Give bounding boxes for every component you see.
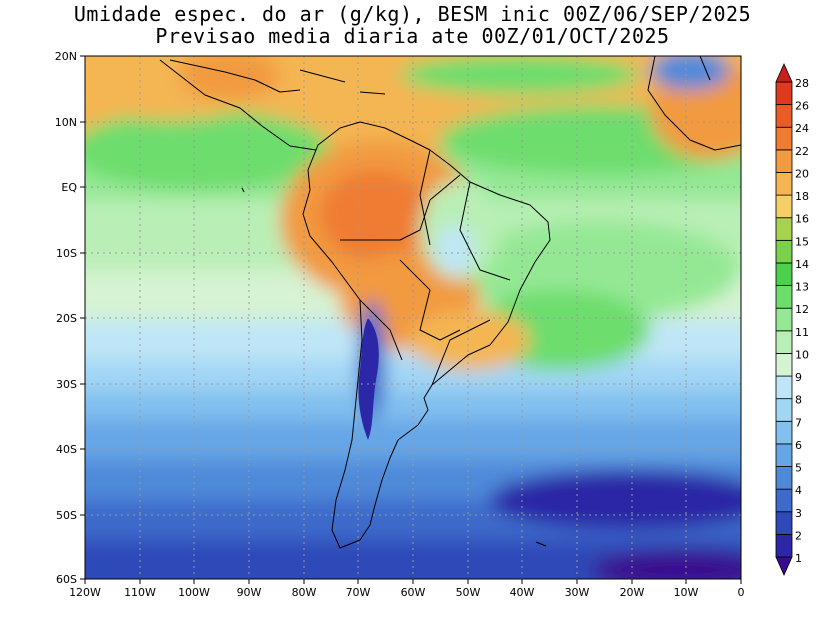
- lat-label: 20N: [55, 50, 77, 63]
- colorbar-segment: [775, 307, 793, 332]
- lat-label: 30S: [56, 378, 77, 391]
- lon-label: 110W: [124, 586, 156, 599]
- colorbar-label: 16: [795, 213, 809, 226]
- colorbar-label: 1: [795, 552, 802, 565]
- colorbar-label: 5: [795, 462, 802, 475]
- lat-label: 50S: [56, 509, 77, 522]
- lon-label: 20W: [620, 586, 645, 599]
- colorbar-segment: [775, 398, 793, 422]
- colorbar-label: 24: [795, 122, 809, 135]
- colorbar-label: 20: [795, 167, 809, 180]
- colorbar-segment: [775, 353, 793, 377]
- lat-label: 20S: [56, 312, 77, 325]
- colorbar-segment: [775, 217, 793, 241]
- colorbar-segment: [775, 126, 793, 151]
- colorbar-segment: [775, 285, 793, 309]
- colorbar-label: 14: [795, 258, 809, 271]
- lat-label: 40S: [56, 443, 77, 456]
- colorbar-segment: [775, 81, 793, 106]
- lat-label: 10N: [55, 116, 77, 129]
- lon-label: 120W: [69, 586, 101, 599]
- colorbar-label: 28: [795, 77, 809, 90]
- colorbar-label: 8: [795, 394, 802, 407]
- colorbar-label: 9: [795, 371, 802, 384]
- map-subtitle: Previsao media diaria ate 00Z/01/OCT/202…: [155, 24, 670, 48]
- colorbar-label: 7: [795, 416, 802, 429]
- lon-label: 50W: [456, 586, 481, 599]
- colorbar-label: 2: [795, 529, 802, 542]
- lat-label: 10S: [56, 247, 77, 260]
- lon-label: 30W: [565, 586, 590, 599]
- lon-label: 40W: [510, 586, 535, 599]
- lon-label: 70W: [346, 586, 371, 599]
- colorbar-segment: [775, 104, 793, 128]
- lat-label: 60S: [56, 573, 77, 586]
- colorbar-segment: [775, 488, 793, 513]
- colorbar-segment: [775, 172, 793, 196]
- colorbar-label: 4: [795, 484, 802, 497]
- colorbar-segment: [775, 466, 793, 490]
- colorbar-label: 18: [795, 190, 809, 203]
- lon-label: 10W: [674, 586, 699, 599]
- lon-label: 90W: [237, 586, 262, 599]
- colorbar-segment: [775, 420, 793, 445]
- colorbar-segment: [775, 239, 793, 264]
- lon-label: 60W: [401, 586, 426, 599]
- colorbar-label: 15: [795, 235, 809, 248]
- colorbar-segment: [775, 533, 793, 558]
- colorbar-label: 3: [795, 507, 802, 520]
- colorbar-segment: [775, 556, 793, 576]
- colorbar-label: 12: [795, 303, 809, 316]
- colorbar-segment: [775, 262, 793, 286]
- colorbar-label: 26: [795, 100, 809, 113]
- humidity-field: [85, 56, 741, 579]
- colorbar-label: 10: [795, 348, 809, 361]
- colorbar-label: 6: [795, 439, 802, 452]
- colorbar-segment: [775, 63, 793, 83]
- colorbar-segment: [775, 194, 793, 219]
- lat-label: EQ: [61, 181, 77, 194]
- colorbar-label: 13: [795, 281, 809, 294]
- colorbar-segment: [775, 375, 793, 400]
- colorbar-label: 11: [795, 326, 809, 339]
- lon-label: 100W: [178, 586, 210, 599]
- map-title: Umidade espec. do ar (g/kg), BESM inic 0…: [73, 2, 752, 26]
- colorbar-segment: [775, 149, 793, 173]
- colorbar-segment: [775, 330, 793, 354]
- colorbar-segment: [775, 443, 793, 467]
- colorbar-label: 22: [795, 145, 809, 158]
- lon-label: 80W: [292, 586, 317, 599]
- colorbar-segment: [775, 511, 793, 535]
- lon-label: 0: [738, 586, 745, 599]
